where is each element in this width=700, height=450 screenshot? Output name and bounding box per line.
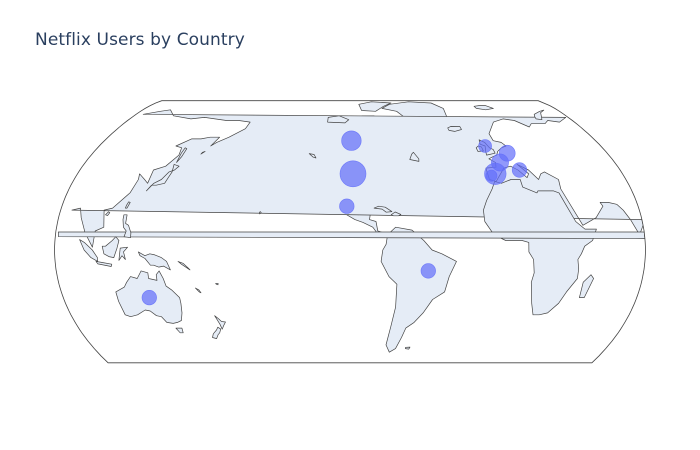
country-marker[interactable] bbox=[511, 162, 528, 178]
land-new-guinea bbox=[137, 251, 171, 271]
country-marker[interactable] bbox=[485, 169, 498, 182]
land-hispaniola bbox=[390, 211, 402, 217]
land-new-zealand-south bbox=[212, 326, 222, 339]
land-japan bbox=[146, 164, 180, 192]
land-fiji bbox=[215, 282, 219, 286]
land-newfoundland bbox=[409, 151, 420, 162]
marker-layer bbox=[141, 130, 528, 306]
country-marker[interactable] bbox=[478, 139, 492, 153]
land-solomons bbox=[177, 261, 191, 271]
land-kamchatka-islands bbox=[200, 151, 206, 155]
land-south-america bbox=[380, 226, 457, 353]
land-new-caledonia bbox=[195, 287, 202, 294]
land-iceland bbox=[447, 126, 462, 132]
land-vancouver-island bbox=[308, 153, 317, 159]
land-svalbard bbox=[473, 105, 494, 111]
land-sulawesi bbox=[118, 246, 128, 261]
land-philippines bbox=[122, 214, 132, 239]
country-marker[interactable] bbox=[341, 130, 362, 151]
land-sakhalin bbox=[176, 147, 188, 163]
land-africa bbox=[483, 179, 597, 316]
map-frame bbox=[54, 100, 646, 364]
land-tasmania bbox=[175, 327, 184, 334]
land-ellesmere bbox=[358, 101, 392, 112]
country-marker[interactable] bbox=[141, 290, 157, 306]
country-marker[interactable] bbox=[339, 160, 367, 188]
land-cuba bbox=[373, 205, 393, 213]
land-java bbox=[95, 261, 113, 267]
country-marker[interactable] bbox=[420, 263, 436, 279]
chart-title: Netflix Users by Country bbox=[35, 30, 245, 50]
land-madagascar bbox=[579, 274, 594, 298]
land-hainan bbox=[105, 211, 111, 216]
land-taiwan bbox=[125, 201, 131, 209]
land-borneo bbox=[101, 236, 120, 258]
land-novaya-zemlya bbox=[533, 109, 545, 121]
land-falklands bbox=[405, 346, 411, 350]
land-sumatra bbox=[79, 239, 99, 262]
land-hawaii bbox=[259, 211, 262, 215]
land-new-zealand-north bbox=[214, 315, 226, 330]
country-marker[interactable] bbox=[339, 198, 355, 214]
land-sri-lanka bbox=[57, 231, 646, 239]
land-victoria-island bbox=[327, 115, 350, 124]
